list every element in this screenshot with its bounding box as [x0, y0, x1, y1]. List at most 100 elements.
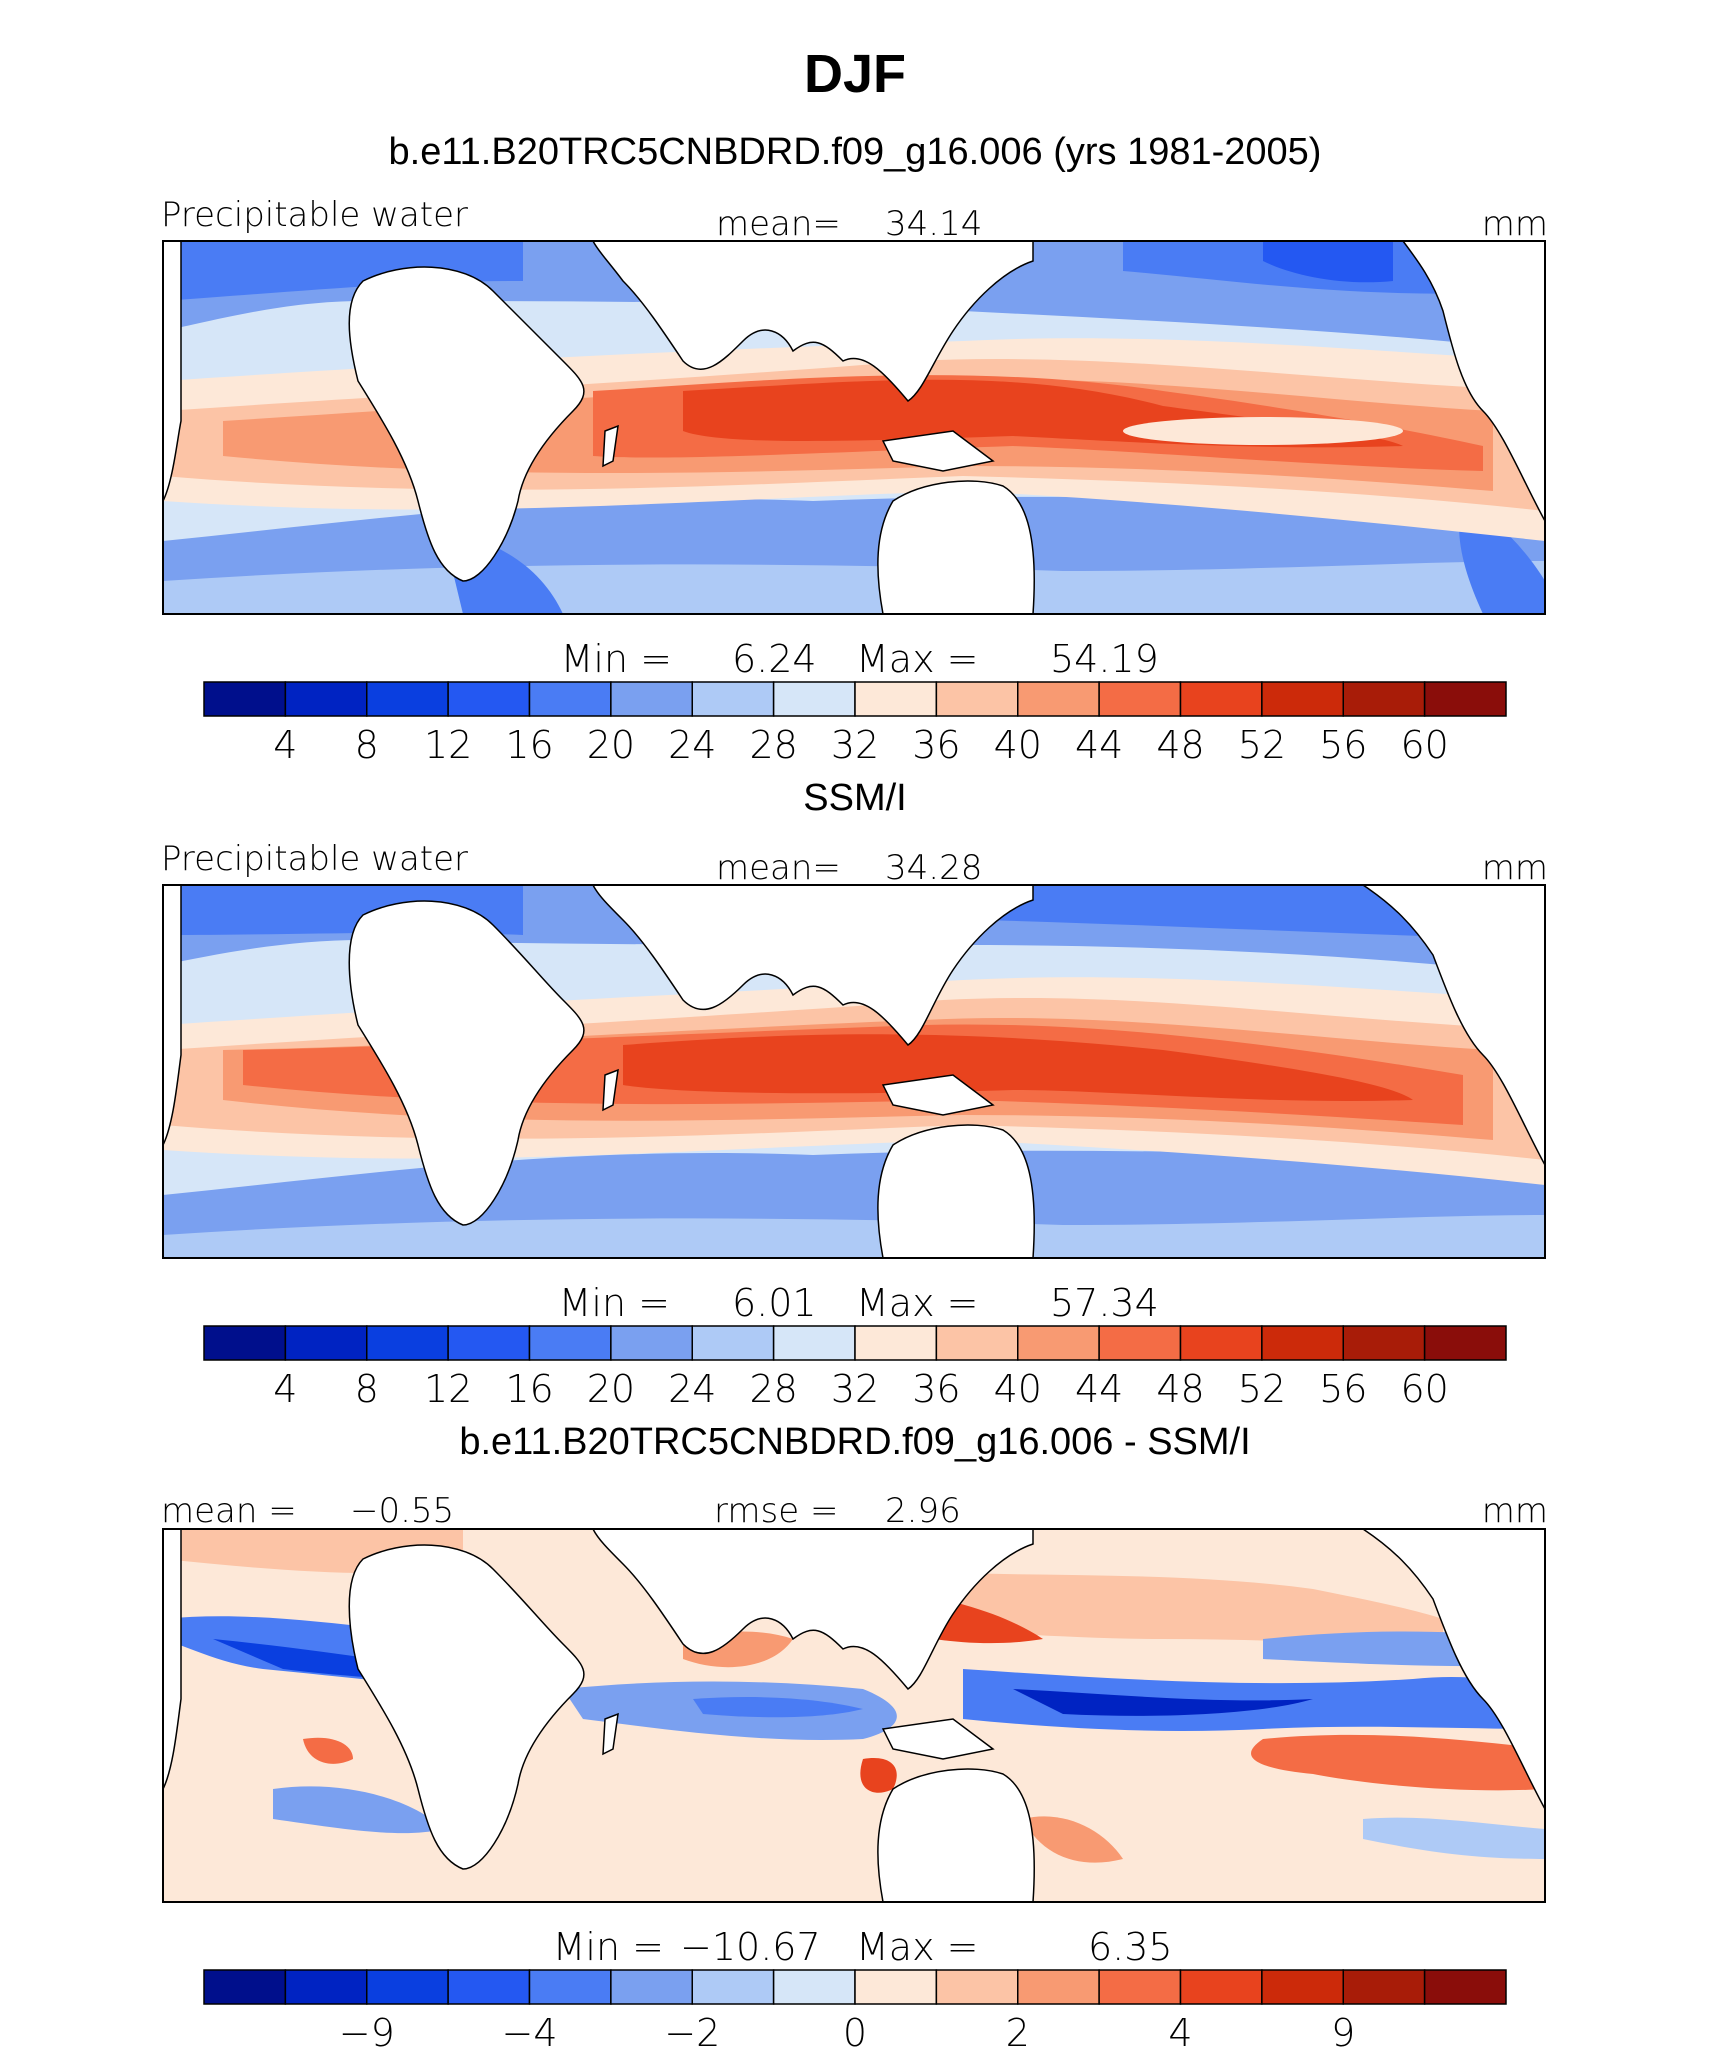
map — [162, 240, 1546, 615]
colorbar-swatch — [1098, 681, 1182, 717]
colorbar-swatch — [1261, 681, 1344, 717]
colorbar-tick-label: −9 — [339, 2011, 395, 2055]
colorbar-tick-label: 20 — [587, 1367, 635, 1411]
field-contours — [163, 241, 1545, 614]
max-label: Max = — [856, 637, 978, 681]
min-value: −10.67 — [680, 1925, 821, 1969]
mean-label: mean= — [716, 204, 841, 244]
colorbar-swatch — [1342, 1969, 1426, 2005]
left-label: mean = — [161, 1491, 297, 1531]
colorbar-swatch — [1098, 1969, 1182, 2005]
colorbar-swatch — [610, 1325, 693, 1361]
colorbar-tick-label: 16 — [505, 1367, 553, 1411]
colorbar-swatch — [691, 681, 775, 717]
colorbar-tick-label: 48 — [1156, 723, 1204, 767]
units-label: mm — [1482, 848, 1548, 888]
colorbar-tick-label: 4 — [273, 723, 297, 767]
min-value: 6.24 — [732, 637, 817, 681]
colorbar-swatch — [935, 1969, 1019, 2005]
colorbar-tick-label: 8 — [355, 1367, 379, 1411]
max-label: Max = — [856, 1281, 978, 1325]
colorbar-swatch — [935, 1325, 1019, 1361]
colorbar-swatch — [447, 1325, 531, 1361]
australia — [877, 1124, 1035, 1258]
colorbar-swatch — [854, 681, 938, 717]
colorbar-swatch — [772, 1969, 856, 2005]
colorbar-swatch — [610, 1969, 693, 2005]
variable-label: Precipitable water — [161, 195, 468, 235]
colorbar-tick-label: 44 — [1075, 1367, 1123, 1411]
indonesia — [881, 430, 995, 472]
africa — [348, 1544, 585, 1870]
colorbar-swatch — [203, 1969, 287, 2005]
colorbar-tick-label: 52 — [1238, 723, 1286, 767]
max-value: 57.34 — [1050, 1281, 1159, 1325]
colorbar-tick-label: 56 — [1319, 723, 1367, 767]
colorbar-tick-label: 12 — [424, 723, 472, 767]
north-america — [1361, 1529, 1545, 1810]
south-america — [163, 885, 182, 1146]
colorbar-swatch — [772, 1325, 856, 1361]
colorbar-swatch — [1423, 1325, 1507, 1361]
colorbar-tick-label: 28 — [749, 723, 797, 767]
colorbar-tick-label: −2 — [664, 2011, 720, 2055]
max-value: 6.35 — [1088, 1925, 1173, 1969]
colorbar-swatch — [1261, 1325, 1344, 1361]
colorbar-swatch — [447, 1969, 531, 2005]
colorbar-swatch — [1342, 681, 1426, 717]
mean-value: 34.28 — [885, 848, 982, 888]
colorbar-swatch — [528, 1325, 612, 1361]
colorbar-swatch — [610, 681, 693, 717]
colorbar-tick-label: 2 — [1006, 2011, 1030, 2055]
africa — [348, 266, 585, 582]
panel-model: b.e11.B20TRC5CNBDRD.f09_g16.006 (yrs 198… — [161, 131, 1548, 767]
colorbar-swatch — [854, 1969, 938, 2005]
colorbar-tick-label: 36 — [912, 723, 960, 767]
map-frame — [162, 884, 1546, 1259]
colorbar-swatch — [447, 681, 531, 717]
colorbar-tick-label: 24 — [668, 723, 716, 767]
colorbar-swatch — [1261, 1969, 1344, 2005]
map — [162, 884, 1546, 1259]
min-label: Min = — [561, 637, 672, 681]
colorbar-tick-label: 52 — [1238, 1367, 1286, 1411]
madagascar — [602, 424, 619, 468]
colorbar-swatch — [528, 681, 612, 717]
colorbar: 4 8 12 16 20 24 28 32 36 40 44 48 52 56 60 — [203, 681, 1507, 767]
min-value: 6.01 — [732, 1281, 817, 1325]
colorbar-swatch — [366, 1969, 449, 2005]
min-label: Min = — [553, 1925, 664, 1969]
madagascar — [602, 1068, 619, 1112]
colorbar-tick-label: 36 — [912, 1367, 960, 1411]
units-label: mm — [1482, 1491, 1548, 1531]
colorbar-swatch — [1179, 681, 1263, 717]
colorbar-swatch — [284, 681, 368, 717]
colorbar-swatch — [366, 1325, 449, 1361]
colorbar-tick-label: 8 — [355, 723, 379, 767]
units-label: mm — [1482, 204, 1548, 244]
eurasia — [592, 885, 1034, 1046]
colorbar-swatch — [366, 681, 449, 717]
left-value: −0.55 — [350, 1491, 454, 1531]
colorbar-tick-label: 56 — [1319, 1367, 1367, 1411]
colorbar-tick-label: 12 — [424, 1367, 472, 1411]
panel-difference: b.e11.B20TRC5CNBDRD.f09_g16.006 - SSM/I … — [161, 1421, 1548, 2055]
colorbar-tick-label: 0 — [843, 2011, 867, 2055]
panel-title: b.e11.B20TRC5CNBDRD.f09_g16.006 - SSM/I — [459, 1421, 1250, 1463]
north-america — [1402, 241, 1545, 522]
south-america — [163, 241, 182, 502]
madagascar — [602, 1712, 619, 1756]
colorbar-tick-label: 4 — [1168, 2011, 1192, 2055]
colorbar-swatch — [284, 1325, 368, 1361]
colorbar-tick-label: 9 — [1331, 2011, 1355, 2055]
panel-observed: SSM/I Precipitable water mean= 34.28 mm — [161, 777, 1548, 1411]
colorbar-swatch — [528, 1969, 612, 2005]
colorbar-swatch — [1017, 1325, 1100, 1361]
colorbar: 4 8 12 16 20 24 28 32 36 40 44 48 52 56 60 — [203, 1325, 1507, 1411]
colorbar-swatch — [203, 681, 287, 717]
rmse-value: 2.96 — [885, 1491, 961, 1531]
colorbar-tick-label: 60 — [1400, 723, 1448, 767]
colorbar-swatch — [284, 1969, 368, 2005]
max-label: Max = — [856, 1925, 978, 1969]
mean-value: 34.14 — [885, 204, 982, 244]
